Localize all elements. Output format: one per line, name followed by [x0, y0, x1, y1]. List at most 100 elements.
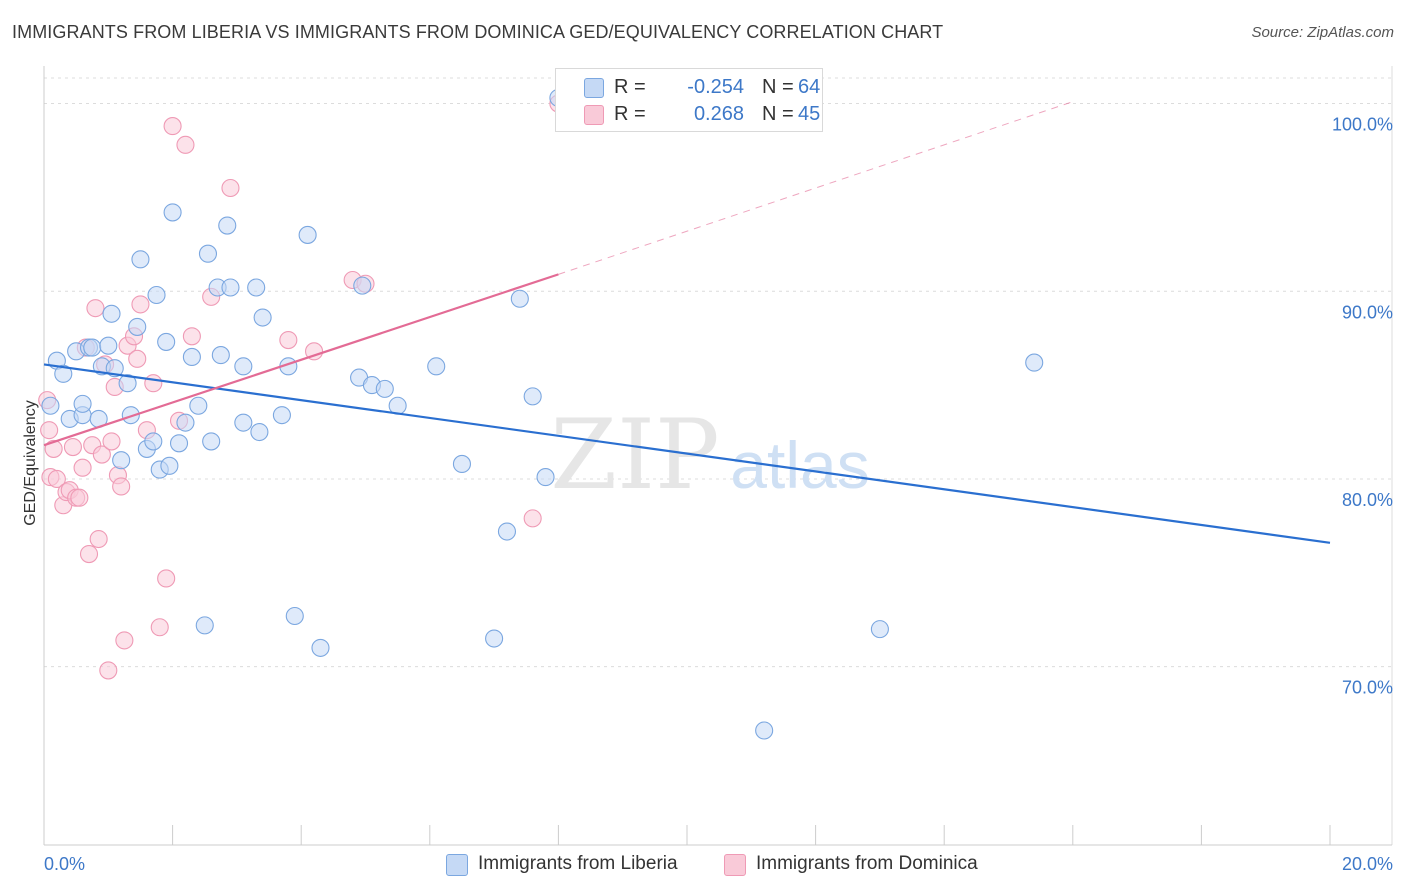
- x-tick-label: 20.0%: [1342, 854, 1393, 874]
- data-point-liberia: [221, 278, 240, 297]
- data-point-dominica: [47, 469, 66, 489]
- tick-labels: 70.0% 80.0% 90.0% 100.0% 0.0% 20.0%: [44, 115, 1393, 874]
- data-point-dominica: [44, 439, 63, 458]
- correlation-legend: R = -0.254 N = 64 R = 0.268 N = 45: [555, 68, 823, 132]
- data-point-liberia: [298, 225, 317, 244]
- legend-n-label: N =: [762, 76, 794, 98]
- data-point-dominica: [144, 374, 163, 393]
- data-point-dominica: [102, 432, 121, 451]
- chart-title: IMMIGRANTS FROM LIBERIA VS IMMIGRANTS FR…: [12, 22, 944, 42]
- data-point-liberia: [163, 203, 182, 222]
- y-tick-label: 90.0%: [1342, 302, 1393, 322]
- data-point-dominica: [40, 421, 59, 440]
- data-point-dominica: [131, 295, 150, 314]
- legend-swatch-dominica: [584, 105, 604, 125]
- legend-r-value-liberia: -0.254: [687, 76, 744, 98]
- data-point-liberia: [211, 346, 230, 365]
- data-point-liberia: [157, 332, 176, 351]
- data-point-dominica: [523, 509, 542, 528]
- data-point-liberia: [189, 396, 208, 415]
- data-point-dominica: [89, 529, 108, 549]
- data-point-liberia: [54, 364, 73, 383]
- data-point-dominica: [163, 117, 182, 136]
- y-tick-label: 70.0%: [1342, 678, 1393, 698]
- data-point-liberia: [250, 422, 269, 442]
- data-point-dominica: [221, 178, 240, 198]
- x-tick-label: 0.0%: [44, 854, 85, 874]
- data-point-dominica: [157, 569, 176, 588]
- trend-line-liberia: [43, 363, 1331, 544]
- data-point-liberia: [234, 357, 253, 376]
- data-point-liberia: [118, 374, 137, 393]
- data-point-liberia: [195, 616, 214, 635]
- data-point-liberia: [169, 434, 189, 453]
- data-point-liberia: [311, 638, 330, 657]
- data-point-liberia: [1025, 353, 1044, 372]
- data-point-dominica: [86, 299, 105, 318]
- data-point-liberia: [144, 432, 163, 451]
- series-liberia-points: [41, 88, 1044, 740]
- data-point-liberia: [234, 413, 253, 432]
- data-point-liberia: [176, 413, 195, 432]
- legend-n-value-liberia: 64: [798, 76, 821, 98]
- data-point-liberia: [83, 338, 102, 357]
- trend-line-dominica: [43, 273, 559, 447]
- data-point-dominica: [182, 327, 201, 346]
- data-point-liberia: [73, 394, 92, 413]
- data-point-liberia: [147, 285, 166, 305]
- data-point-liberia: [218, 216, 237, 235]
- data-point-dominica: [279, 331, 298, 350]
- data-point-liberia: [285, 606, 304, 626]
- data-point-liberia: [112, 451, 131, 470]
- data-point-liberia: [41, 396, 60, 415]
- data-point-dominica: [73, 458, 92, 477]
- legend-r-label: R =: [614, 103, 646, 125]
- data-point-liberia: [99, 336, 118, 355]
- data-point-liberia: [160, 456, 179, 475]
- data-point-liberia: [202, 432, 221, 451]
- data-point-liberia: [253, 308, 272, 327]
- data-point-dominica: [305, 342, 324, 361]
- legend-r-value-dominica: 0.268: [693, 103, 744, 125]
- legend-r-label: R =: [614, 76, 646, 98]
- data-point-liberia: [510, 289, 529, 308]
- data-point-liberia: [755, 721, 774, 740]
- data-point-liberia: [353, 276, 372, 295]
- data-point-liberia: [452, 454, 472, 473]
- data-point-liberia: [247, 278, 266, 297]
- data-point-liberia: [128, 317, 147, 336]
- legend-swatch-liberia: [584, 78, 604, 98]
- watermark: ZIP atlas: [550, 399, 869, 511]
- data-point-liberia: [272, 406, 291, 425]
- source-label: Source: ZipAtlas.com: [1251, 24, 1394, 41]
- data-point-liberia: [105, 359, 124, 378]
- data-point-dominica: [63, 438, 82, 457]
- data-point-liberia: [182, 347, 201, 367]
- data-point-dominica: [92, 445, 111, 464]
- y-tick-label: 80.0%: [1342, 490, 1393, 510]
- data-point-dominica: [128, 349, 147, 368]
- data-point-dominica: [99, 661, 118, 680]
- data-point-liberia: [198, 244, 218, 263]
- axes: [43, 66, 1392, 846]
- series-legend: Immigrants from Liberia Immigrants from …: [0, 852, 1406, 876]
- data-point-dominica: [79, 544, 99, 564]
- data-point-dominica: [176, 135, 195, 154]
- series-dominica-points: [38, 94, 568, 680]
- legend-n-value-dominica: 45: [798, 103, 821, 125]
- data-point-liberia: [536, 468, 555, 487]
- data-point-liberia: [102, 304, 121, 323]
- data-point-liberia: [121, 406, 140, 425]
- series-legend-swatch-dominica: [724, 854, 746, 876]
- data-point-liberia: [427, 357, 446, 376]
- watermark-atlas: atlas: [730, 428, 869, 502]
- data-point-dominica: [112, 477, 131, 496]
- data-point-liberia: [870, 620, 889, 639]
- trend-lines: [43, 101, 1331, 544]
- series-legend-label-liberia: Immigrants from Liberia: [478, 853, 678, 874]
- series-legend-label-dominica: Immigrants from Dominica: [756, 853, 978, 874]
- data-point-liberia: [375, 379, 394, 398]
- y-tick-label: 100.0%: [1332, 115, 1393, 135]
- data-point-liberia: [497, 522, 517, 541]
